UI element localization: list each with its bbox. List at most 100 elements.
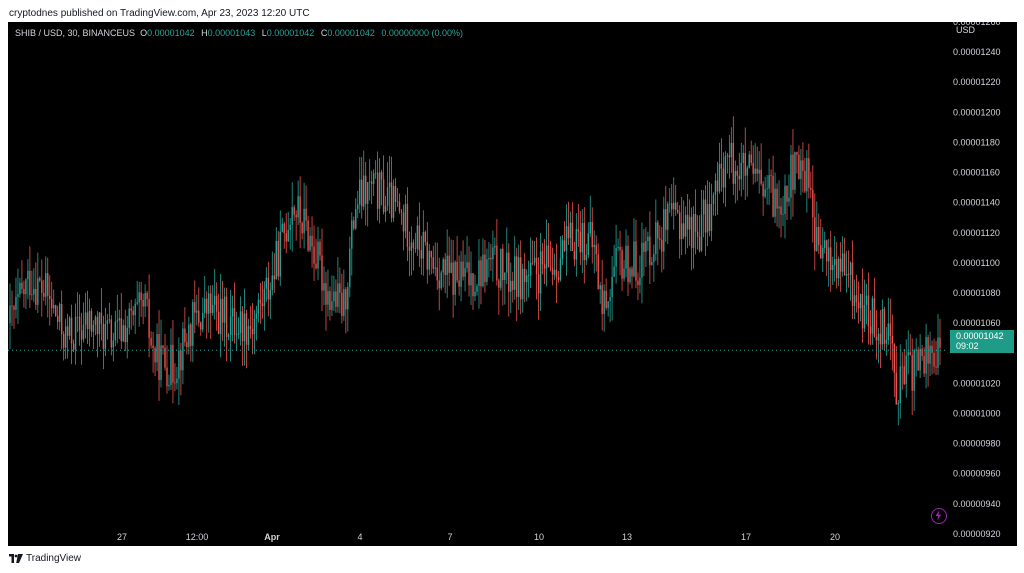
candle-body	[899, 366, 901, 403]
tradingview-logo-icon	[9, 554, 23, 563]
candle-body	[780, 206, 782, 215]
candle-body	[651, 261, 653, 265]
candle-body	[601, 285, 603, 314]
candle-body	[871, 298, 874, 334]
candle-body	[305, 208, 307, 221]
lightning-icon[interactable]	[931, 508, 947, 524]
candle-body	[353, 220, 355, 229]
candle-body	[219, 298, 222, 335]
candle-body	[671, 203, 673, 210]
change-value: 0.00000000 (0.00%)	[381, 28, 463, 38]
candle-body	[78, 316, 81, 331]
candle-body	[319, 241, 321, 256]
high-label: H	[201, 28, 208, 38]
candle-body	[476, 286, 478, 292]
candle-body	[166, 367, 168, 387]
candle-body	[756, 168, 758, 174]
candle-body	[750, 154, 752, 163]
candle-body	[726, 155, 729, 157]
candle-body	[45, 273, 47, 297]
candle-body	[33, 288, 35, 295]
candle-body	[96, 316, 99, 335]
candle-body	[245, 313, 248, 345]
candle-body	[53, 305, 55, 309]
candle-body	[275, 240, 277, 280]
candle-body	[555, 269, 558, 278]
candle-body	[720, 163, 723, 169]
candle-body	[692, 214, 695, 248]
candle-body	[738, 175, 740, 180]
candle-body	[814, 217, 816, 251]
candle-body	[818, 226, 820, 246]
candle-body	[128, 308, 130, 328]
candle-body	[194, 302, 196, 313]
candle-body	[516, 256, 518, 297]
candle-body	[688, 216, 691, 230]
candle-body	[623, 268, 625, 279]
candle-body	[341, 292, 343, 317]
brand-footer[interactable]: TradingView	[9, 553, 81, 564]
candle-body	[859, 294, 862, 309]
candle-body	[74, 316, 77, 350]
candle-body	[436, 267, 438, 281]
candle-body	[355, 209, 357, 229]
candle-body	[386, 187, 389, 206]
low-value: 0.00001042	[266, 28, 315, 38]
candle-body	[478, 260, 480, 287]
candle-body	[724, 156, 727, 188]
candle-body	[237, 332, 240, 335]
y-tick-label: 0.00001080	[953, 288, 1001, 298]
candle-body	[351, 220, 353, 249]
candle-body	[768, 175, 770, 189]
candle-body	[680, 223, 683, 240]
candle-body	[227, 334, 230, 337]
candle-body	[231, 308, 234, 317]
candle-body	[382, 179, 385, 213]
candle-body	[182, 328, 184, 371]
candle-body	[92, 324, 95, 332]
candle-body	[643, 242, 645, 252]
bar-countdown: 09:02	[956, 341, 979, 351]
candle-body	[114, 321, 117, 341]
candle-body	[595, 244, 597, 255]
candle-body	[776, 188, 778, 209]
candle-body	[913, 349, 915, 391]
candle-body	[265, 277, 268, 289]
candle-body	[446, 255, 448, 275]
candle-body	[470, 273, 472, 286]
last-price-value: 0.00001042	[956, 331, 1004, 341]
candle-body	[607, 301, 609, 308]
candle-body	[98, 312, 101, 335]
candle-body	[822, 248, 824, 259]
candle-body	[394, 186, 397, 202]
candle-body	[659, 238, 661, 240]
symbol-name[interactable]: SHIB / USD, 30, BINANCEUS	[15, 28, 136, 38]
candle-body	[176, 378, 178, 384]
candlestick-chart[interactable]: 0.00001260 0.00001240 0.00001220 0.00001200…	[8, 22, 1017, 546]
candle-body	[853, 295, 856, 306]
candle-body	[893, 343, 895, 373]
candle-body	[366, 182, 369, 204]
candle-body	[301, 222, 303, 234]
candle-body	[122, 325, 124, 342]
candle-body	[307, 220, 309, 251]
candle-body	[883, 308, 886, 344]
y-tick-label: 0.00001100	[953, 258, 1000, 268]
candle-body	[686, 214, 689, 230]
candle-body	[748, 154, 750, 168]
candle-body	[144, 293, 146, 307]
candle-body	[521, 268, 524, 300]
candle-body	[452, 262, 454, 295]
candle-body	[331, 301, 333, 310]
candle-body	[835, 259, 838, 279]
candle-body	[752, 162, 754, 174]
candle-body	[315, 263, 317, 269]
candle-body	[206, 298, 208, 314]
candle-body	[49, 295, 51, 299]
chart-area[interactable]: 0.00001260 0.00001240 0.00001220 0.00001200…	[8, 22, 1017, 546]
candle-body	[440, 272, 442, 289]
candle-body	[273, 275, 275, 280]
candle-body	[565, 226, 568, 251]
candle-body	[527, 275, 530, 277]
candle-body	[41, 280, 43, 293]
